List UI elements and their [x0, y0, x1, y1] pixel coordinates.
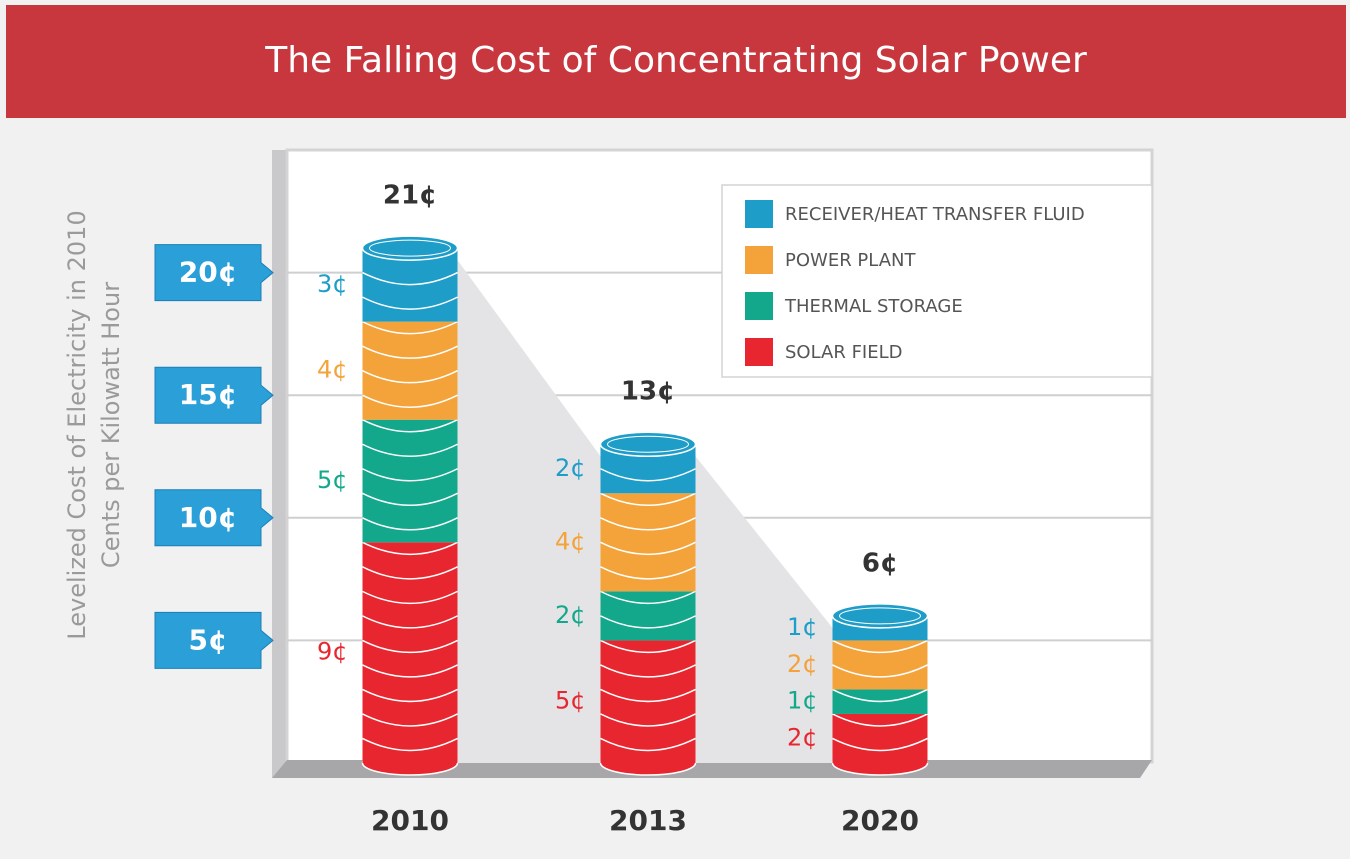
legend-box [721, 184, 1153, 378]
value-label: 9¢ [317, 638, 348, 666]
coin-edge [832, 713, 928, 727]
coin-edge [600, 590, 696, 605]
coin-edge [362, 639, 458, 654]
y-tick-label: 10¢ [179, 501, 237, 534]
coin-edge [362, 541, 458, 555]
floor [272, 760, 1152, 778]
tick-callout [154, 489, 274, 547]
total-label: 6¢ [862, 548, 898, 578]
coin-edge [600, 541, 696, 555]
legend-swatch [745, 200, 773, 228]
bar-segment [832, 713, 928, 763]
legend-label: RECEIVER/HEAT TRANSFER FLUID [785, 204, 1085, 225]
shadow [695, 456, 833, 763]
y-axis-label-line: Levelized Cost of Electricity in 2010 [63, 210, 91, 639]
y-axis-label-line: Cents per Kilowatt Hour [97, 282, 125, 568]
coin-edge [362, 271, 458, 286]
total-label: 13¢ [621, 377, 675, 407]
coin-top-inner [369, 239, 451, 257]
coin-top-inner [607, 435, 689, 453]
coin-edge [832, 664, 928, 678]
legend: RECEIVER/HEAT TRANSFER FLUID POWER PLANT T… [721, 184, 1153, 378]
bar-segment [362, 321, 458, 420]
coin-edge [362, 468, 458, 482]
coin-edge [600, 737, 696, 752]
coin-edge [600, 517, 696, 531]
coin-edge [362, 345, 458, 359]
coin-edge [832, 688, 928, 703]
coin-edge [600, 688, 696, 703]
legend-label: POWER PLANT [785, 250, 916, 271]
y-tick-label: 20¢ [179, 256, 237, 289]
value-label: 3¢ [317, 270, 348, 298]
x-tick-label: 2013 [609, 804, 687, 837]
coin-edge [362, 517, 458, 531]
coin-edge [362, 664, 458, 678]
coin-edge [362, 615, 458, 629]
coin-edge [600, 639, 696, 654]
wall [272, 150, 287, 778]
coin-edge [600, 664, 696, 678]
value-label: 1¢ [787, 613, 818, 641]
value-label: 2¢ [555, 601, 586, 629]
coin-edge [362, 296, 458, 310]
y-tick-label: 5¢ [189, 623, 228, 656]
coin-edge [362, 370, 458, 384]
coin-edge [362, 737, 458, 752]
coin-edge [362, 320, 458, 335]
coin-edge [362, 688, 458, 703]
stacks: 9¢ 5¢ 4¢ 3¢ 5¢ 2¢ 4¢ 2¢ 2¢ 1¢ 2¢ 1¢ [317, 235, 929, 776]
tick-callout [154, 244, 274, 302]
coin-edge [362, 443, 458, 457]
title-bar [6, 5, 1346, 118]
coin-top-inner [839, 607, 921, 625]
value-label: 2¢ [787, 723, 818, 751]
coin-edge [362, 419, 458, 433]
shadow [457, 260, 601, 763]
bar-segment [600, 493, 696, 592]
coin-edge [362, 492, 458, 506]
value-label: 4¢ [317, 356, 348, 384]
y-axis-label: Levelized Cost of Electricity in 2010 Ce… [63, 210, 125, 639]
legend-swatch [745, 246, 773, 274]
value-label: 2¢ [787, 650, 818, 678]
coin-edge [600, 615, 696, 629]
value-label: 5¢ [555, 687, 586, 715]
x-tick-label: 2020 [841, 804, 919, 837]
coin-edge [832, 639, 928, 654]
y-tick-label: 15¢ [179, 378, 237, 411]
legend-label: SOLAR FIELD [785, 342, 903, 363]
coin-edge [600, 566, 696, 580]
bar-segment [832, 640, 928, 690]
coin-edge [600, 492, 696, 506]
value-label: 4¢ [555, 527, 586, 555]
coin-edge [362, 590, 458, 605]
coin-edge [362, 394, 458, 408]
shadows [457, 260, 833, 763]
coin-edge [832, 737, 928, 752]
tick-callout [154, 611, 274, 669]
legend-swatch [745, 292, 773, 320]
chart-title: The Falling Cost of Concentrating Solar … [264, 40, 1087, 81]
coin-edge [362, 566, 458, 580]
value-label: 5¢ [317, 466, 348, 494]
coin-edge [600, 713, 696, 727]
tick-callout [154, 366, 274, 424]
value-label: 1¢ [787, 687, 818, 715]
total-label: 21¢ [383, 181, 437, 211]
bar-segment [600, 591, 696, 641]
x-tick-label: 2010 [371, 804, 449, 837]
legend-swatch [745, 338, 773, 366]
value-label: 2¢ [555, 454, 586, 482]
legend-label: THERMAL STORAGE [784, 296, 963, 317]
coin-edge [600, 468, 696, 482]
coin-edge [362, 713, 458, 727]
